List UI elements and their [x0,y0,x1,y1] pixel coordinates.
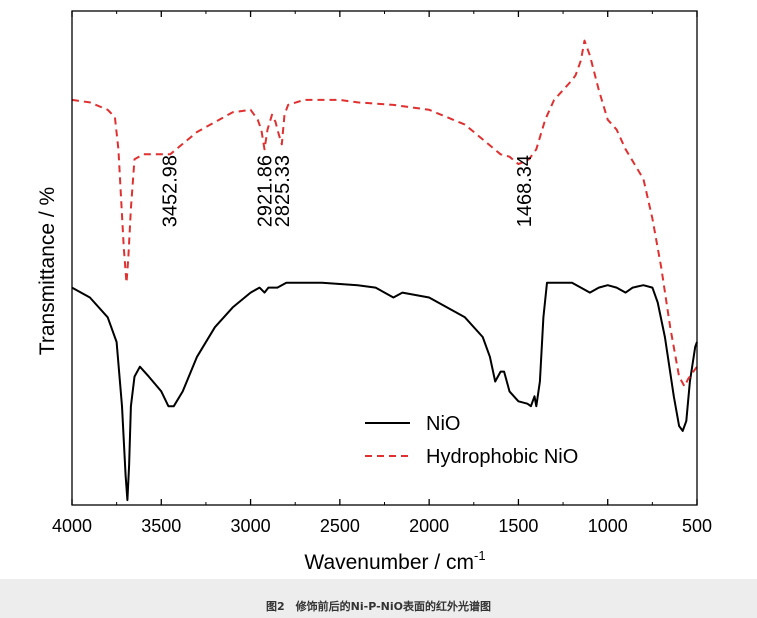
figure-caption: 图2 修饰前后的Ni-P-NiO表面的红外光谱图 [266,600,491,613]
series-line-0 [71,281,698,502]
legend-label-1: Hydrophobic NiO [426,446,578,468]
x-tick-label-1: 3500 [141,516,181,536]
series-line-1 [71,39,698,388]
legend-label-0: NiO [426,413,460,435]
y-axis-label: Transmittance / % [36,187,59,355]
x-tick-label-4: 2000 [409,516,449,536]
x-tick-label-3: 2500 [320,516,360,536]
x-tick-label-6: 1000 [588,516,628,536]
x-tick-label-7: 500 [682,516,712,536]
x-tick-label-2: 3000 [231,516,271,536]
axes-layer: 4000 3500 3000 2500 2000 1500 1000 500 [52,10,712,536]
x-tick-label-5: 1500 [498,516,538,536]
peak-label-0: 3452.98 [160,155,182,227]
plot-frame [71,10,698,506]
x-axis-label-superscript: -1 [474,548,486,563]
ftir-chart: 4000 3500 3000 2500 2000 1500 1000 500 3452.98 2… [36,10,712,574]
x-axis-label-main: Wavenumber / cm [304,551,474,574]
x-axis-label: Wavenumber / cm-1 [304,548,485,574]
x-tick-label-0: 4000 [52,516,92,536]
legend: NiO Hydrophobic NiO [365,413,578,468]
peak-label-3: 1468.34 [514,155,536,227]
peak-label-2: 2825.33 [272,155,294,227]
plot-area [71,39,698,502]
caption-band [0,579,757,618]
peak-label-1: 2921.86 [255,155,277,227]
